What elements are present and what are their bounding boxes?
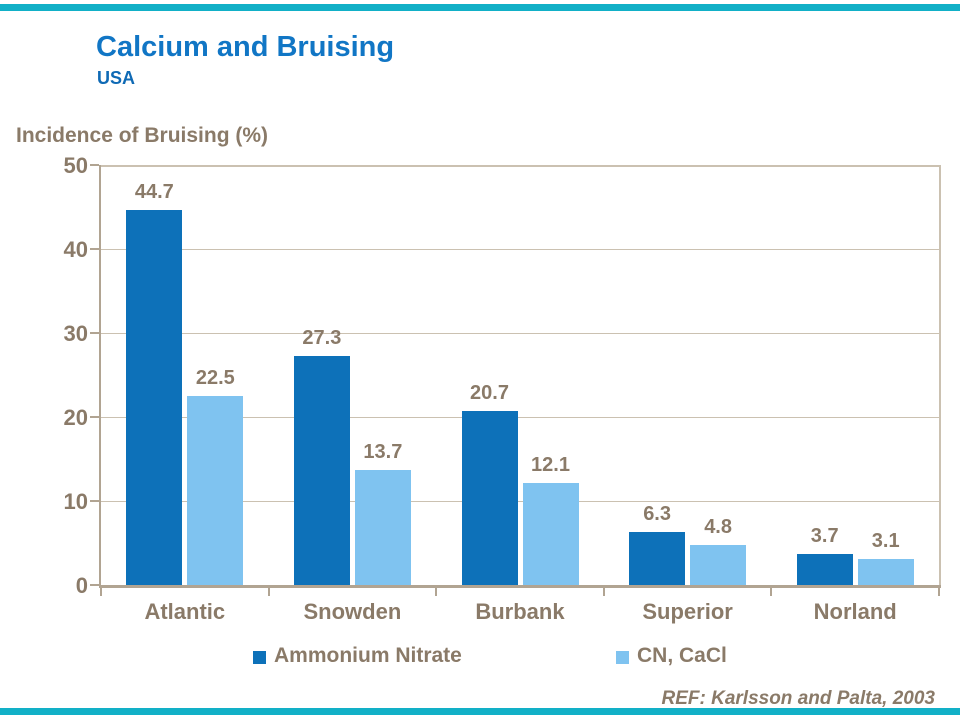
value-label-ammonium-nitrate-superior: 6.3 — [643, 503, 671, 526]
legend-swatch-cn-cacl-icon — [616, 650, 629, 664]
bar-cn-cacl-burbank — [522, 483, 579, 585]
y-tick-label-20: 20 — [63, 405, 88, 430]
value-label-cn-cacl-superior: 4.8 — [704, 515, 732, 538]
x-tick-mark-5 — [938, 588, 940, 596]
bar-ammonium-nitrate-atlantic — [126, 209, 183, 585]
bar-cn-cacl-snowden — [354, 469, 411, 585]
bar-cn-cacl-atlantic — [187, 396, 244, 585]
legend-item-cn-cacl: CN, CaCl — [616, 644, 727, 668]
gridline-40 — [101, 249, 939, 250]
bar-ammonium-nitrate-superior — [629, 532, 686, 585]
x-tick-mark-3 — [602, 588, 605, 596]
category-label-atlantic: Atlantic — [144, 599, 226, 624]
y-axis-line — [99, 165, 101, 588]
legend-label-cn-cacl: CN, CaCl — [637, 644, 727, 667]
y-axis-title: Incidence of Bruising (%) — [16, 124, 269, 147]
x-axis-line — [99, 585, 941, 588]
y-tick-mark-50 — [90, 164, 99, 166]
legend-item-ammonium-nitrate: Ammonium Nitrate — [253, 644, 462, 668]
bar-ammonium-nitrate-snowden — [293, 355, 350, 585]
y-tick-label-0: 0 — [75, 573, 88, 598]
bar-cn-cacl-norland — [857, 558, 914, 585]
value-label-ammonium-nitrate-burbank: 20.7 — [470, 382, 509, 405]
y-tick-mark-10 — [90, 500, 99, 502]
y-tick-mark-0 — [90, 584, 99, 586]
y-tick-label-30: 30 — [63, 321, 88, 346]
y-tick-mark-20 — [90, 416, 99, 418]
bar-chart-plot-area: 0 10 20 30 40 50 44.7 22.5 Atlantic 27.3 13.7 Snowd… — [64, 153, 941, 624]
chart-legend: Ammonium Nitrate CN, CaCl — [0, 644, 960, 672]
value-label-ammonium-nitrate-norland: 3.7 — [810, 524, 839, 547]
slide-subtitle: USA — [97, 68, 136, 88]
gridline-30 — [101, 333, 939, 334]
x-tick-mark-4 — [770, 588, 773, 596]
legend-swatch-ammonium-nitrate-icon — [253, 650, 266, 664]
x-tick-mark-0 — [100, 588, 102, 596]
y-tick-mark-40 — [90, 248, 99, 250]
slide-title: Calcium and Bruising — [96, 31, 395, 63]
gridline-20 — [101, 417, 939, 418]
value-label-cn-cacl-burbank: 12.1 — [531, 454, 570, 477]
bottom-accent-bar — [0, 708, 960, 715]
category-label-norland: Norland — [813, 599, 897, 624]
x-tick-mark-2 — [435, 588, 438, 596]
y-tick-mark-30 — [90, 332, 99, 334]
plot-top-border — [99, 165, 941, 167]
bar-ammonium-nitrate-norland — [796, 553, 853, 585]
x-tick-mark-1 — [267, 588, 270, 596]
reference-citation: REF: Karlsson and Palta, 2003 — [661, 688, 936, 709]
top-accent-bar — [0, 4, 960, 11]
value-label-ammonium-nitrate-atlantic: 44.7 — [134, 180, 174, 203]
bar-cn-cacl-superior — [690, 544, 747, 585]
category-label-snowden: Snowden — [303, 599, 402, 624]
category-label-burbank: Burbank — [475, 599, 565, 624]
gridline-10 — [101, 501, 939, 502]
plot-right-border — [939, 165, 941, 588]
value-label-ammonium-nitrate-snowden: 27.3 — [302, 326, 342, 349]
value-label-cn-cacl-norland: 3.1 — [871, 529, 900, 552]
y-tick-label-50: 50 — [63, 153, 88, 178]
bar-ammonium-nitrate-burbank — [461, 411, 518, 585]
y-tick-label-40: 40 — [63, 237, 88, 262]
legend-label-ammonium-nitrate: Ammonium Nitrate — [274, 644, 462, 667]
y-tick-label-10: 10 — [63, 489, 88, 514]
value-label-cn-cacl-atlantic: 22.5 — [195, 367, 235, 389]
value-label-cn-cacl-snowden: 13.7 — [363, 440, 403, 463]
category-label-superior: Superior — [642, 599, 733, 624]
